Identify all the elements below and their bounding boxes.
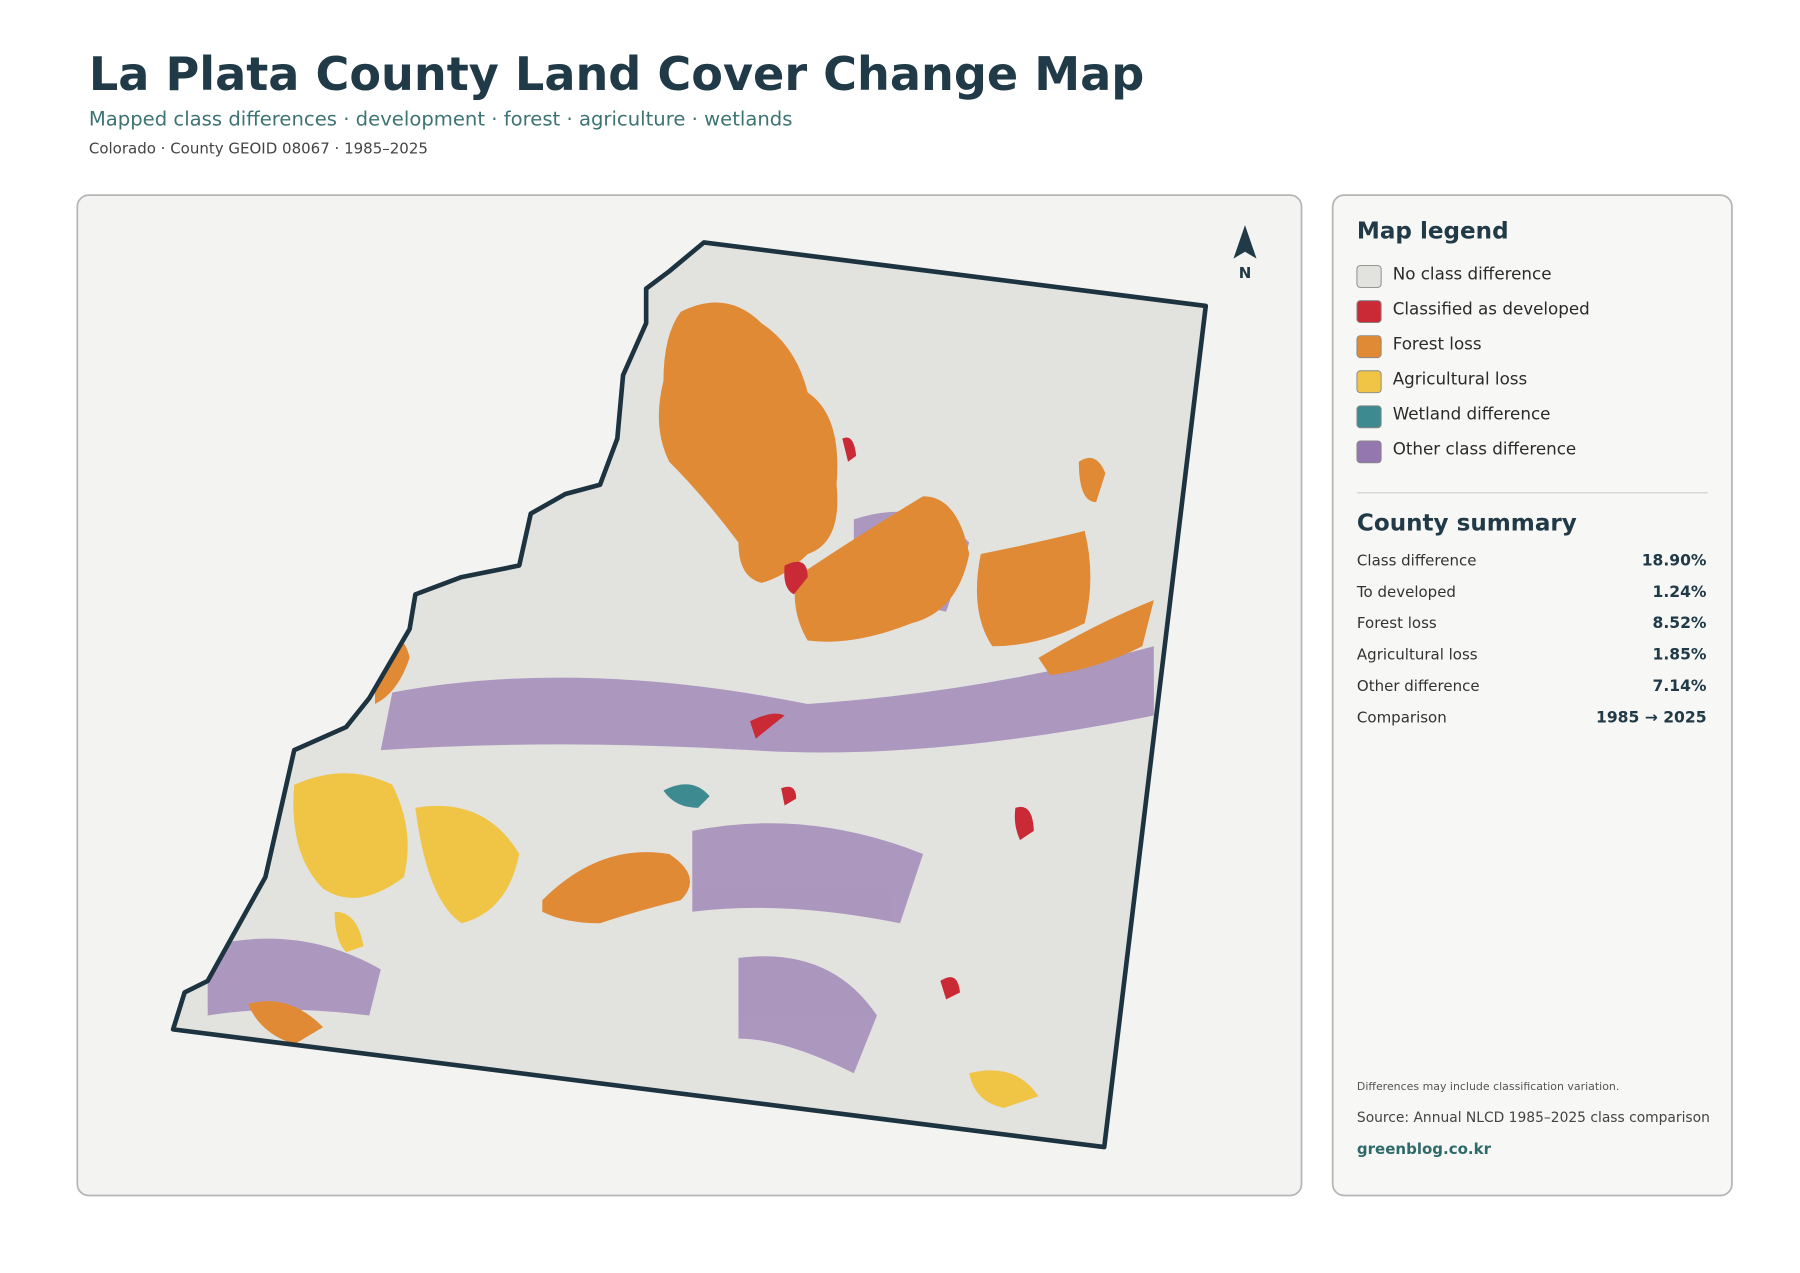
summary-label: Comparison xyxy=(1357,708,1447,726)
legend-swatch xyxy=(1356,300,1382,323)
title: La Plata County Land Cover Change Map xyxy=(89,47,1144,101)
meta: Colorado · County GEOID 08067 · 1985–202… xyxy=(89,140,428,158)
legend-label: Agricultural loss xyxy=(1393,369,1528,389)
source: Source: Annual NLCD 1985–2025 class comp… xyxy=(1357,1110,1710,1126)
legend-label: Classified as developed xyxy=(1393,298,1590,318)
legend-label: Wetland difference xyxy=(1393,404,1551,424)
summary-label: Other difference xyxy=(1357,677,1480,695)
side-panel xyxy=(1331,194,1733,1197)
legend-swatch xyxy=(1356,370,1382,394)
caveat: Differences may include classification v… xyxy=(1357,1080,1619,1093)
summary-value: 7.14% xyxy=(1653,677,1707,695)
legend-title: Map legend xyxy=(1357,219,1509,245)
legend-swatch xyxy=(1356,335,1382,359)
legend-label: Forest loss xyxy=(1393,333,1482,353)
site: greenblog.co.kr xyxy=(1357,1140,1492,1158)
summary-value: 1.24% xyxy=(1653,583,1707,601)
summary-label: To developed xyxy=(1356,583,1456,601)
legend-swatch xyxy=(1356,440,1382,464)
legend-swatch xyxy=(1356,405,1382,429)
legend-swatch xyxy=(1356,265,1382,288)
summary-label: Forest loss xyxy=(1357,614,1437,632)
summary-label: Agricultural loss xyxy=(1357,646,1478,664)
summary-value: 1.85% xyxy=(1653,646,1707,664)
legend: No class difference Classified as develop… xyxy=(1356,263,1590,464)
north-label: N xyxy=(1239,264,1252,282)
summary-label: Class difference xyxy=(1357,551,1477,569)
subtitle: Mapped class differences · development ·… xyxy=(89,108,793,131)
north-arrow xyxy=(1233,225,1257,259)
summary: Class difference 18.90% To developed 1.24% F… xyxy=(1356,551,1707,726)
legend-label: No class difference xyxy=(1393,263,1552,283)
summary-title: County summary xyxy=(1357,511,1577,537)
summary-value: 1985 → 2025 xyxy=(1596,708,1707,726)
summary-value: 8.52% xyxy=(1653,614,1707,632)
county-boundary xyxy=(170,240,1209,1150)
summary-value: 18.90% xyxy=(1642,551,1707,569)
legend-label: Other class difference xyxy=(1393,439,1577,459)
